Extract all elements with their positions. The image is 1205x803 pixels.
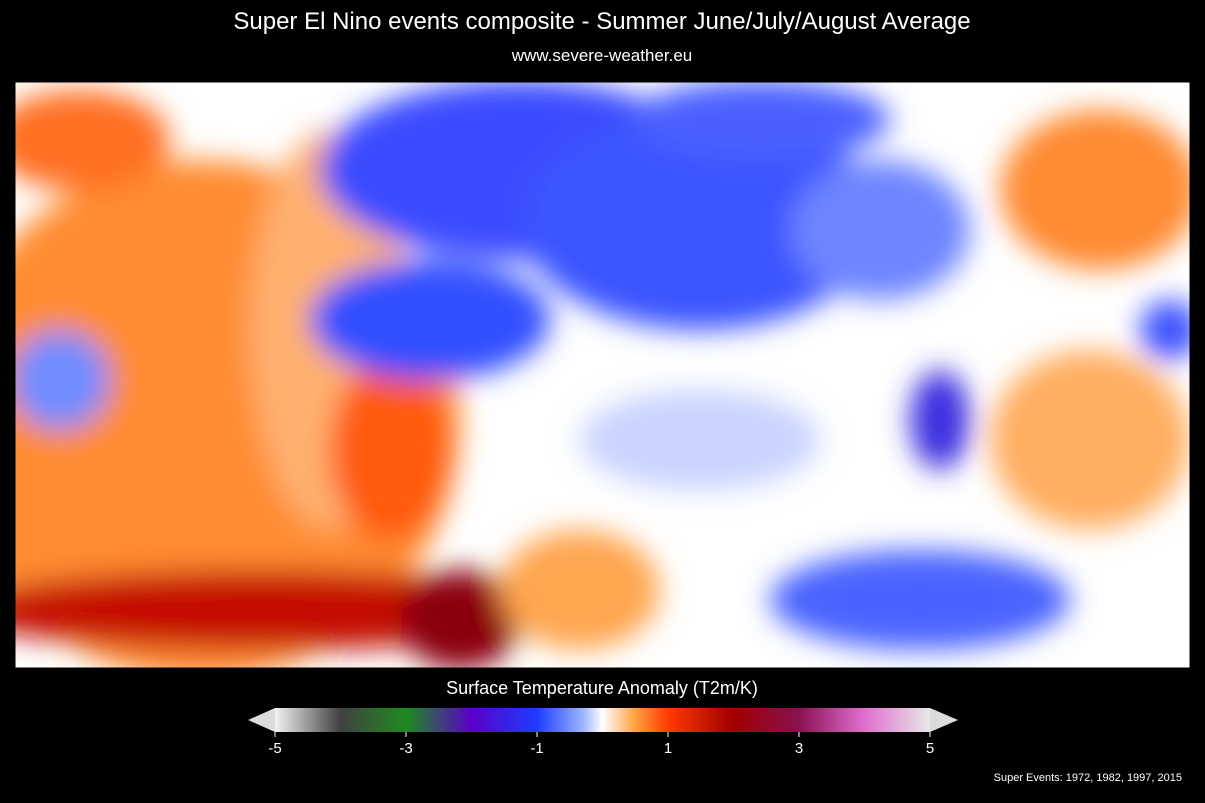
colorbar-tick-label: 1 bbox=[664, 740, 672, 757]
map-frame bbox=[14, 81, 1191, 669]
colorbar-ticks: -5 -3 -1 1 3 5 bbox=[268, 732, 934, 757]
colorbar bbox=[275, 708, 930, 732]
anomaly-map bbox=[15, 82, 1190, 668]
colorbar-arrow-left bbox=[248, 708, 275, 732]
colorbar-tick-label: -1 bbox=[530, 740, 543, 757]
colorbar-tick-label: 3 bbox=[795, 740, 803, 757]
colorbar-arrow-right bbox=[930, 708, 958, 732]
colorbar-tick-label: -5 bbox=[268, 740, 281, 757]
colorbar-label: Surface Temperature Anomaly (T2m/K) bbox=[446, 678, 758, 698]
footer-note: Super Events: 1972, 1982, 1997, 2015 bbox=[994, 772, 1182, 784]
colorbar-tick-label: 5 bbox=[926, 740, 934, 757]
colorbar-tick-label: -3 bbox=[399, 740, 412, 757]
subtitle: www.severe-weather.eu bbox=[511, 46, 692, 65]
title: Super El Nino events composite - Summer … bbox=[233, 8, 970, 35]
